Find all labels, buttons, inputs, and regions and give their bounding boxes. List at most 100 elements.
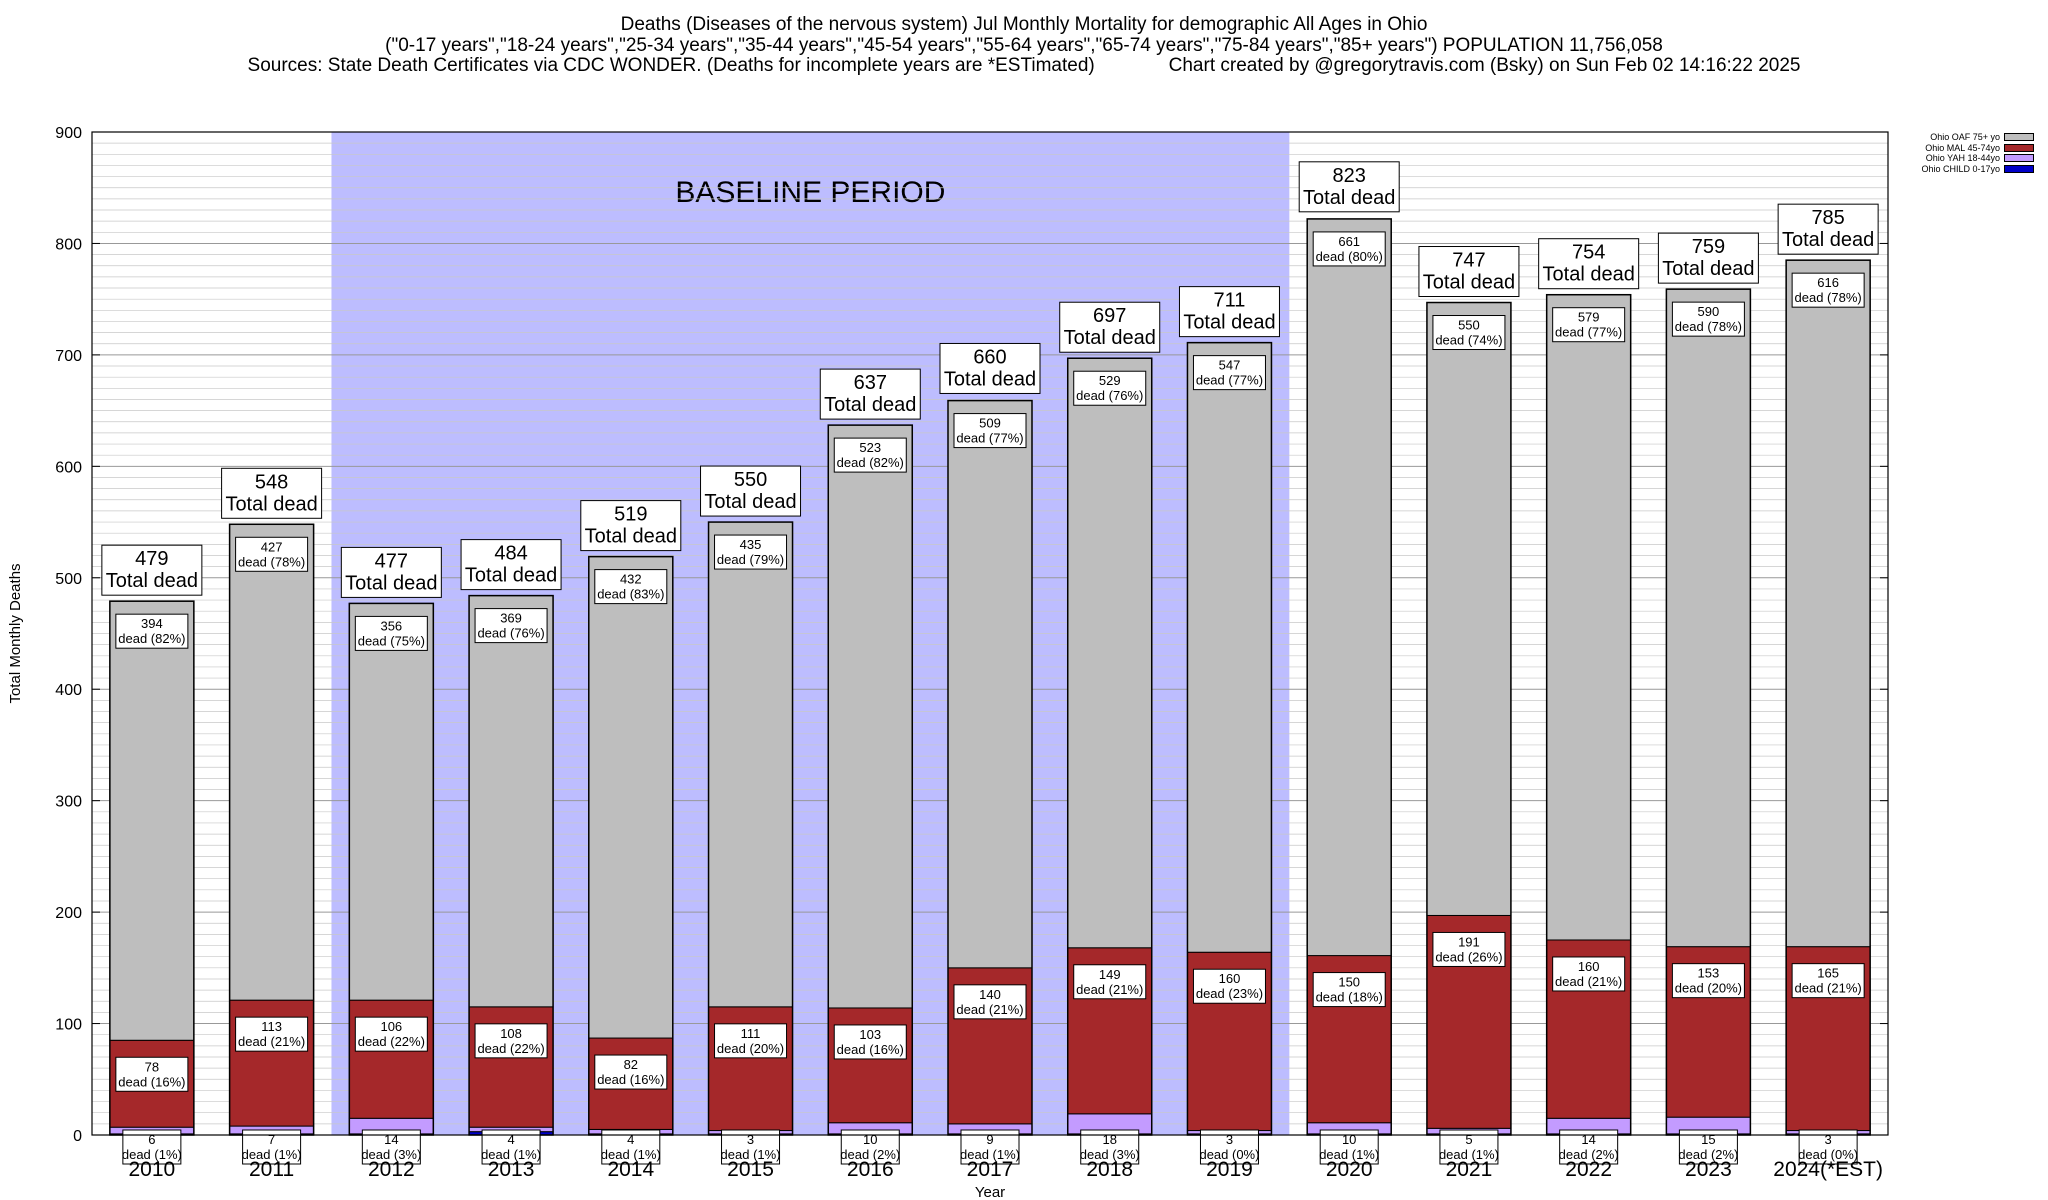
bar-segment: [1186, 342, 1272, 953]
old-segment-label-text: dead (74%): [1435, 333, 1502, 348]
middle-segment-label-text: dead (20%): [1675, 981, 1742, 996]
young-segment-label-box: [721, 1129, 781, 1165]
total-label-text: Total dead: [1423, 272, 1515, 294]
x-tick-label: 2014: [607, 1158, 654, 1181]
young-segment-label-text: 3: [1226, 1132, 1233, 1147]
young-segment-label-text: dead (2%): [840, 1147, 900, 1162]
young-segment-label-text: dead (0%): [1199, 1147, 1259, 1162]
total-value: 823: [1333, 165, 1366, 187]
bar-segment: [1546, 294, 1632, 941]
total-label-text: Total dead: [944, 368, 1036, 390]
chart-subtitle-demographics: ("0-17 years","18-24 years","25-34 years…: [385, 35, 1663, 56]
middle-segment-label-box: [1671, 963, 1745, 999]
young-segment-label-text: 7: [268, 1132, 275, 1147]
young-segment-label-text: 9: [986, 1132, 993, 1147]
old-segment-label-text: 435: [740, 537, 762, 552]
old-segment-label-box: [953, 413, 1027, 449]
middle-segment-label-text: 153: [1698, 966, 1720, 981]
total-label-box: [1657, 232, 1759, 284]
old-segment-label-text: dead (76%): [477, 626, 544, 641]
y-tick-label: 800: [55, 236, 82, 253]
total-value: 550: [734, 469, 767, 491]
young-segment-label-text: 14: [1581, 1132, 1595, 1147]
middle-segment-label-text: dead (26%): [1435, 949, 1502, 964]
middle-segment-label-text: dead (23%): [1196, 986, 1263, 1001]
old-segment-label-box: [594, 569, 668, 605]
legend-swatch-middle: [2004, 143, 2034, 152]
old-segment-label-text: 579: [1578, 310, 1600, 325]
old-segment-label-text: 369: [500, 611, 522, 626]
x-tick-label: 2017: [967, 1158, 1014, 1181]
bar-segment: [1067, 357, 1153, 949]
x-axis-label: Year: [975, 1184, 1005, 1200]
young-segment-label-box: [840, 1129, 900, 1165]
middle-segment-label-text: 103: [859, 1027, 881, 1042]
total-label-text: Total dead: [1064, 327, 1156, 349]
middle-segment-label-text: dead (20%): [717, 1041, 784, 1056]
middle-segment-label-text: 113: [261, 1019, 282, 1034]
old-segment-label-box: [1192, 355, 1266, 391]
young-segment-label-text: dead (1%): [1439, 1147, 1499, 1162]
middle-segment-label-box: [474, 1023, 548, 1059]
legend-swatch-old: [2004, 133, 2034, 142]
old-segment-label-box: [354, 615, 428, 651]
old-segment-label-text: dead (78%): [238, 554, 305, 569]
old-segment-label-text: 590: [1698, 304, 1720, 319]
total-label-box: [460, 539, 562, 591]
total-label-box: [101, 544, 203, 596]
old-segment-label-text: 523: [859, 440, 881, 455]
middle-segment-label-box: [354, 1016, 428, 1052]
middle-segment-label-text: dead (21%): [1555, 974, 1622, 989]
total-label-text: Total dead: [465, 565, 557, 587]
x-tick-label: 2016: [847, 1158, 894, 1181]
bar-segment: [229, 523, 315, 1001]
total-value: 785: [1811, 207, 1844, 229]
y-tick-label: 500: [55, 571, 82, 588]
middle-segment-label-text: 78: [145, 1059, 159, 1074]
old-segment-label-text: dead (75%): [358, 633, 425, 648]
old-segment-label-box: [1552, 307, 1626, 343]
old-segment-label-box: [833, 437, 907, 473]
middle-segment-label-text: 111: [741, 1026, 761, 1041]
x-tick-label: 2018: [1086, 1158, 1133, 1181]
young-segment-label-text: dead (1%): [122, 1147, 182, 1162]
young-segment-label-text: dead (1%): [601, 1147, 661, 1162]
x-tick-label: 2022: [1565, 1158, 1612, 1181]
middle-segment-label-text: 165: [1817, 966, 1839, 981]
old-segment-label-box: [1671, 301, 1745, 337]
bar-segment: [468, 595, 554, 1008]
total-value: 637: [854, 372, 887, 394]
bar-segment: [109, 600, 195, 1041]
old-segment-label-text: dead (77%): [1196, 373, 1263, 388]
middle-segment-label-text: 149: [1099, 967, 1121, 982]
middle-segment-label-text: dead (21%): [1795, 981, 1862, 996]
x-tick-label: 2019: [1206, 1158, 1253, 1181]
young-segment-label-box: [1080, 1129, 1140, 1165]
young-segment-label-text: 18: [1102, 1132, 1116, 1147]
old-segment-label-text: 432: [620, 572, 642, 587]
young-segment-label-text: dead (1%): [1319, 1147, 1379, 1162]
bar-segment: [348, 602, 434, 1001]
middle-segment-label-text: dead (16%): [837, 1042, 904, 1057]
middle-segment-label-text: dead (22%): [477, 1041, 544, 1056]
young-segment-label-text: dead (1%): [481, 1147, 541, 1162]
old-segment-label-box: [1312, 231, 1386, 267]
chart-subtitle-sources: Sources: State Death Certificates via CD…: [247, 55, 1801, 76]
old-segment-label-text: dead (76%): [1076, 388, 1143, 403]
young-segment-label-text: dead (1%): [721, 1147, 781, 1162]
middle-segment-label-text: dead (22%): [358, 1034, 425, 1049]
legend-item-middle: Ohio MAL 45-74yo: [1921, 143, 2034, 154]
total-label-text: Total dead: [704, 491, 796, 513]
middle-segment-label-text: 160: [1219, 971, 1241, 986]
old-segment-label-text: dead (79%): [717, 552, 784, 567]
x-tick-label: 2015: [727, 1158, 774, 1181]
young-segment-label-text: dead (1%): [960, 1147, 1020, 1162]
legend-swatch-young: [2004, 154, 2034, 163]
bar-segment: [1785, 259, 1871, 948]
old-segment-label-box: [115, 613, 189, 649]
x-tick-label: 2011: [249, 1158, 294, 1181]
total-label-box: [1178, 286, 1280, 338]
total-label-box: [221, 467, 323, 519]
middle-segment-label-text: dead (21%): [238, 1034, 305, 1049]
